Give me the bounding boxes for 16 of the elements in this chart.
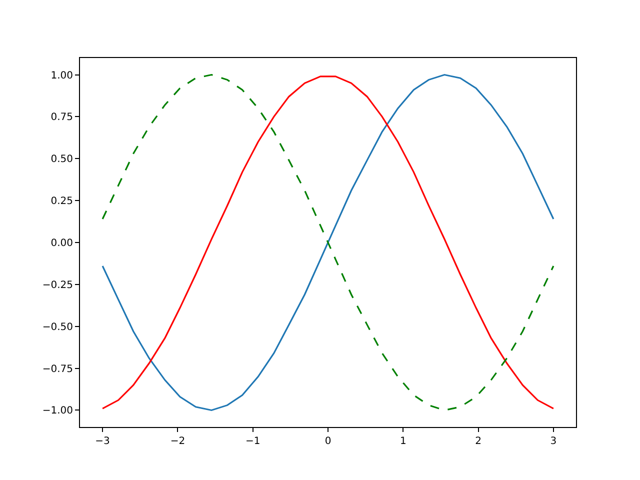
y-tick-label: −0.25 xyxy=(42,280,73,291)
y-tick-label: 0.50 xyxy=(50,154,73,166)
x-tick-label: −3 xyxy=(95,436,110,447)
y-tick-label: −0.50 xyxy=(42,322,73,333)
y-tick-label: 1.00 xyxy=(50,70,73,82)
y-tick-label: −0.75 xyxy=(42,364,73,375)
x-tick-label: 0 xyxy=(324,436,332,447)
y-tick-label: −1.00 xyxy=(42,406,73,417)
x-tick-label: −1 xyxy=(245,436,260,447)
x-tick-label: −2 xyxy=(170,436,186,447)
x-tick-label: 3 xyxy=(550,436,557,447)
y-tick-label: 0.75 xyxy=(50,112,73,124)
y-tick-label: 0.25 xyxy=(50,196,73,208)
x-tick-label: 2 xyxy=(475,436,482,447)
y-tick-label: 0.00 xyxy=(50,238,73,249)
x-tick-label: 1 xyxy=(400,436,406,447)
